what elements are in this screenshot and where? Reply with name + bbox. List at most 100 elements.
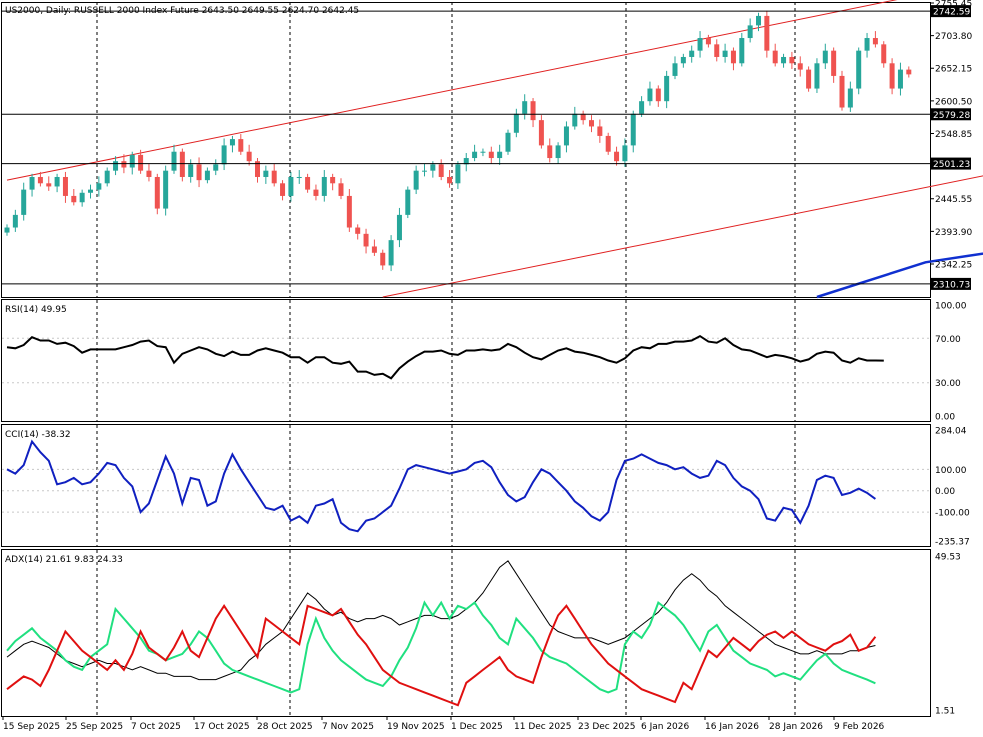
candle-body [822,50,828,64]
channel-upper-line [6,0,898,181]
candle [889,58,895,95]
time-tick-label: 1 Dec 2025 [451,722,503,732]
time-tick-label: 9 Feb 2026 [834,722,885,732]
candle [79,189,85,207]
candle-body [831,50,837,76]
candle-body [463,158,469,165]
candle-body [488,151,494,159]
cci-tick-label: 284.04 [935,427,967,437]
candle [62,171,68,203]
candle [639,96,645,117]
candle [497,144,503,165]
candle-body [388,240,394,266]
candle [680,53,686,68]
candle-body [338,183,344,196]
candle-body [313,189,319,196]
price-tick-label: 2342.25 [935,260,972,270]
candle [772,43,778,67]
candle [689,45,695,63]
candle [614,146,620,166]
candle [513,108,519,138]
candle [321,170,327,202]
rsi-tick-label: 70.00 [935,335,961,345]
candle-body [589,120,594,127]
rsi-tick-label: 100.00 [935,302,967,312]
adx-pane [1,549,931,717]
candle [488,146,494,164]
candle-body [346,195,352,228]
candle [346,188,352,232]
candle [781,53,787,68]
candle-body [513,113,519,133]
candle-body [547,145,553,159]
candle [355,224,361,240]
time-tick-label: 6 Jan 2026 [641,722,689,732]
candle [547,138,553,163]
rsi-line [6,334,884,380]
candle [764,10,770,58]
price-levels: 2742.59 2579.28 2501.23 2310.73 [2,5,971,290]
time-tick-label: 11 Dec 2025 [514,722,572,732]
price-level-label-bg [931,108,971,121]
candle-body [764,15,770,51]
candle [522,94,528,120]
rsi-pane [1,299,931,422]
candle [330,173,336,191]
candle-body [305,176,311,190]
candle [881,41,887,68]
price-level-label-bg [931,5,971,18]
candle [572,106,578,130]
price-tick-label: 2652.15 [935,65,972,75]
candle [221,138,227,171]
candle [672,56,678,80]
candle [822,43,828,69]
candle-body [881,44,887,64]
price-level-label-bg [931,157,971,170]
candle-body [472,151,478,159]
candle-body [664,75,670,102]
chart-header: US2000, Daily: RUSSELL 2000 Index Future… [5,6,359,16]
candle-body [430,164,436,171]
candle [313,184,319,201]
candle [897,62,903,96]
candle [163,165,169,216]
rsi-tick-label: 30.00 [935,379,961,389]
candle-body [12,214,18,228]
candle-body [772,50,778,64]
candle-body [597,126,603,136]
horizontal-gridlines [2,337,930,513]
candle [363,228,369,254]
price-tick-label: 2755.45 [935,0,972,10]
candle [146,163,152,182]
candle [255,158,260,183]
candle-body [62,176,68,196]
candle-body [188,164,194,177]
candle [229,135,235,153]
adx-tick-label: 1.51 [935,707,955,717]
candle-body [747,25,753,39]
candle-body [639,101,645,114]
candle-body [54,176,60,187]
candle [46,176,52,191]
candle-body [88,189,93,193]
candle-body [614,151,620,162]
rsi-header: RSI(14) 49.95 [5,305,67,315]
candle-body [856,50,862,89]
candle [730,47,736,71]
time-tick-label: 19 Nov 2025 [387,722,445,732]
candle-body [104,170,110,184]
candle [246,144,252,166]
price-level-label-bg [931,277,971,290]
price-tick-label: 2393.90 [935,228,972,238]
candle [814,58,820,93]
candle [538,115,544,149]
candle-body [789,56,795,64]
candle [380,249,386,270]
candle-body [179,151,185,177]
vertical-gridlines [96,2,796,716]
price-tick-label: 2703.80 [935,32,972,42]
candle [238,134,244,155]
candle-body [814,63,820,89]
candle-body [630,113,636,146]
candle [589,115,594,133]
